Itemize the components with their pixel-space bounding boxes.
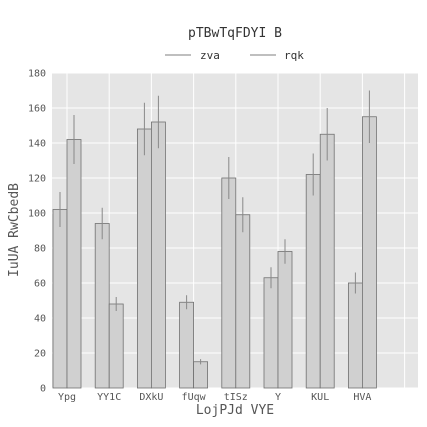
y-tick-label: 160 bbox=[28, 104, 46, 115]
bar-zva-Ypg bbox=[52, 209, 68, 389]
bar-rqk-HVA bbox=[361, 116, 377, 389]
y-axis-ticks: 0 20 40 60 80 100 120 140 160 180 bbox=[28, 69, 46, 395]
error-bars bbox=[59, 90, 370, 365]
bars bbox=[52, 116, 377, 389]
bar-zva-KUL bbox=[305, 174, 321, 389]
y-tick-label: 80 bbox=[34, 244, 46, 255]
x-tick-label: DXkU bbox=[139, 392, 163, 403]
chart-title: pTBwTqFDYI B bbox=[188, 26, 282, 41]
x-tick-label: Ypg bbox=[58, 392, 76, 403]
y-tick-label: 40 bbox=[34, 314, 46, 325]
x-tick-label: tISz bbox=[224, 392, 248, 403]
bar-rqk-Ypg bbox=[66, 139, 82, 389]
y-tick-label: 20 bbox=[34, 349, 46, 360]
bar-zva-Y bbox=[263, 277, 279, 389]
y-tick-label: 0 bbox=[40, 384, 46, 395]
bar-rqk-tISz bbox=[235, 214, 251, 389]
bar-zva-tISz bbox=[221, 177, 237, 389]
y-axis-label: IuUA RwCbedB bbox=[7, 183, 22, 277]
bar-rqk-YY1C bbox=[108, 303, 124, 389]
bar-rqk-fUqw bbox=[193, 361, 209, 389]
y-tick-label: 120 bbox=[28, 174, 46, 185]
x-axis-ticks: Ypg YY1C DXkU fUqw tISz Y KUL HVA bbox=[58, 392, 371, 403]
y-tick-label: 100 bbox=[28, 209, 46, 220]
bar-rqk-DXkU bbox=[150, 121, 166, 389]
y-tick-label: 180 bbox=[28, 69, 46, 80]
x-axis-label: LojPJd VYE bbox=[196, 403, 274, 418]
bar-zva-DXkU bbox=[136, 128, 152, 389]
x-tick-label: fUqw bbox=[182, 392, 207, 403]
bar-rqk-KUL bbox=[319, 133, 335, 389]
bar-zva-HVA bbox=[347, 282, 363, 389]
bar-rqk-Y bbox=[277, 251, 293, 389]
legend: zva rqk bbox=[165, 49, 304, 62]
bar-zva-YY1C bbox=[94, 223, 110, 389]
legend-label-rqk: rqk bbox=[284, 49, 304, 62]
bar-zva-fUqw bbox=[179, 301, 195, 389]
x-tick-label: KUL bbox=[311, 392, 329, 403]
x-tick-label: Y bbox=[275, 392, 281, 403]
y-tick-label: 60 bbox=[34, 279, 46, 290]
legend-label-zva: zva bbox=[200, 49, 220, 62]
x-tick-label: HVA bbox=[353, 392, 371, 403]
x-tick-label: YY1C bbox=[97, 392, 121, 403]
y-tick-label: 140 bbox=[28, 139, 46, 150]
